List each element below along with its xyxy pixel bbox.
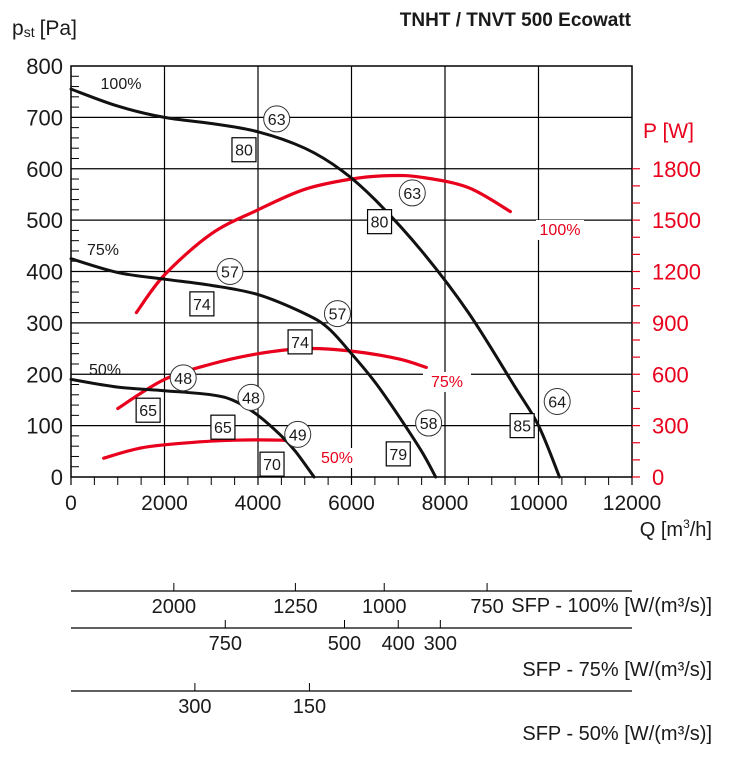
annotation-circle [216,258,244,285]
annotation-value: 74 [291,335,309,352]
pressure-curve-label: 75% [87,242,119,259]
annotation-circle [237,383,265,411]
annotation-box [210,414,236,440]
x-tick-label: 6000 [328,492,375,515]
annotation-value: 74 [193,297,211,314]
sfp-tick-label: 300 [424,633,457,655]
power-curve-75pct [116,346,428,411]
x-tick-label: 0 [65,492,77,515]
annotation-value: 80 [235,143,253,160]
annotation-value: 63 [403,186,421,203]
annotation-box [135,397,161,423]
sfp-tick-label: 1250 [273,596,318,618]
y2-tick-label: 300 [652,414,689,439]
annotation-value: 48 [242,390,260,407]
sfp-tick-label: 750 [470,596,503,618]
y-tick-label: 300 [26,311,63,336]
sfp-tick-label: 150 [293,696,326,718]
annotation-circle [398,179,426,207]
annotation-circle [284,420,312,448]
y-tick-label: 800 [26,54,63,79]
annotation-box [287,329,313,355]
annotation-circle [543,387,571,415]
annotation-box [385,441,411,467]
y2-tick-label: 1500 [652,208,701,233]
power-label-bg [423,372,471,392]
annotation-value: 70 [263,457,281,474]
power-curve-label: 100% [540,222,581,239]
sfp-tick-label: 1000 [362,596,407,618]
annotation-value: 64 [548,394,566,411]
chart-title: TNHT / TNVT 500 Ecowatt [400,10,632,31]
power-curve-label: 50% [321,450,353,467]
y2-tick-label: 600 [652,362,689,387]
annotation-value: 58 [420,416,438,433]
sfp-scale-label: SFP - 50% [W/(m³/s)] [522,723,712,745]
y2-tick-label: 1800 [652,157,701,182]
pressure-curve-100pct [69,87,561,479]
annotation-value: 63 [268,112,286,129]
annotation-value: 80 [371,215,389,232]
x-tick-label: 8000 [422,492,469,515]
power-curve-label: 75% [431,374,463,391]
x-tick-label: 12000 [603,492,661,515]
x-tick-label: 2000 [141,492,188,515]
sfp-tick-label: 400 [382,633,415,655]
annotation-value: 48 [174,371,192,388]
y-tick-label: 700 [26,105,63,130]
annotation-value: 65 [139,403,157,420]
annotation-value: 49 [289,427,307,444]
power-label-bg [536,220,584,240]
sfp-tick-label: 300 [178,696,211,718]
sfp-scale-label: SFP - 75% [W/(m³/s)] [522,659,712,681]
y2-tick-label: 900 [652,311,689,336]
x-tick-label: 4000 [235,492,282,515]
y2-tick-label: 1200 [652,260,701,285]
y-tick-label: 200 [26,362,63,387]
y-tick-label: 400 [26,260,63,285]
x-tick-label: 10000 [509,492,567,515]
annotation-circle [415,409,443,437]
annotation-value: 57 [221,265,239,282]
y-axis-label: pst [Pa] [12,17,77,40]
x-axis-label: Q [m3/h] [640,517,712,541]
power-curve-100pct [134,173,512,315]
annotation-value: 65 [214,420,232,437]
annotation-circle [323,300,351,328]
annotation-circle [169,364,197,392]
sfp-tick-label: 750 [209,633,242,655]
annotation-value: 79 [389,447,407,464]
power-label-bg [313,448,361,468]
y-tick-label: 0 [51,465,63,490]
pressure-curve-50pct [69,377,316,479]
annotation-circle [263,105,291,133]
pressure-curve-label: 50% [89,362,121,379]
pressure-curve-label: 100% [101,76,142,93]
y2-axis-label: P [W] [643,120,694,143]
annotation-box [366,209,393,235]
annotation-value: 57 [329,307,347,324]
annotation-box [509,413,535,439]
annotation-value: 85 [513,419,531,436]
annotation-box [231,137,257,163]
y2-tick-label: 0 [652,465,664,490]
sfp-scale-label: SFP - 100% [W/(m³/s)] [511,595,712,617]
y-tick-label: 600 [26,157,63,182]
pressure-curve-75pct [69,257,438,479]
sfp-tick-label: 500 [328,633,361,655]
y-tick-label: 500 [26,208,63,233]
y-tick-label: 100 [26,414,63,439]
annotation-box [259,451,285,477]
sfp-tick-label: 2000 [152,596,197,618]
annotation-box [189,291,215,317]
